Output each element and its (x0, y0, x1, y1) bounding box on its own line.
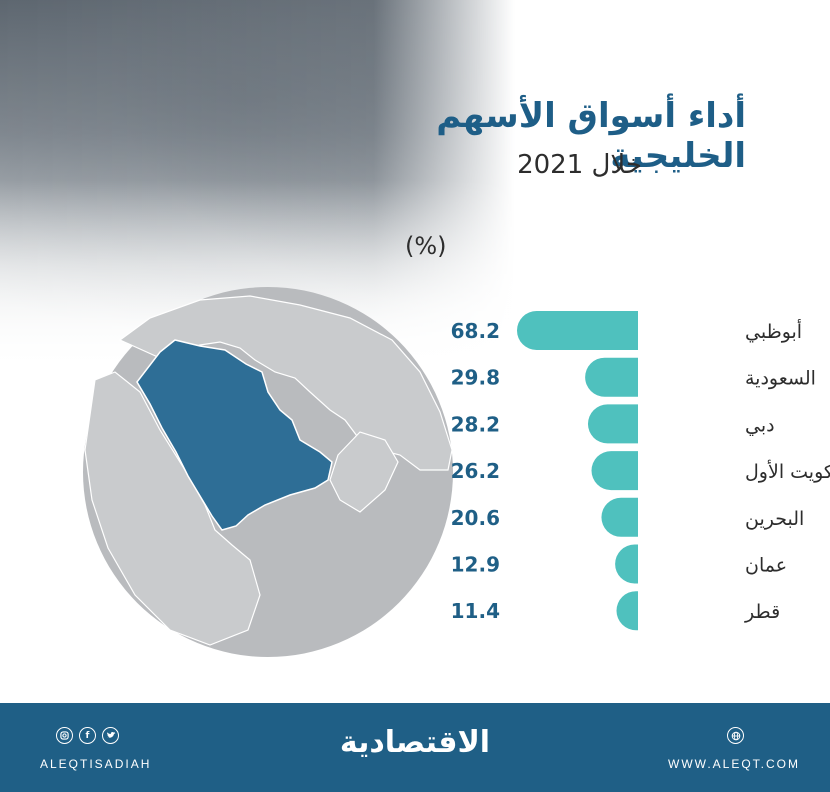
category-label-1: السعودية (745, 368, 816, 390)
website-link[interactable]: WWW.ALEQT.COM (668, 757, 800, 771)
bar-6 (616, 591, 638, 631)
bar-0 (517, 311, 638, 350)
category-label-2: دبي (745, 414, 775, 436)
chart-subtitle: خلال 2021 (517, 150, 642, 180)
map-land-oman (329, 431, 399, 513)
unit-label: (%) (405, 232, 447, 260)
brand-logo: الاقتصادية (339, 725, 491, 760)
saudi-arabia-map (136, 339, 333, 531)
chart-title: أداء أسواق الأسهم الخليجية (436, 96, 746, 176)
map-land-africa (84, 371, 261, 646)
value-label-5: 12.9 (451, 553, 500, 577)
instagram-icon[interactable] (56, 727, 73, 744)
bar-series: 68.2 أبوظبي 29.8 السعودية 28.2 دبي 26.2 الكويت … (451, 311, 830, 631)
value-label-1: 29.8 (451, 366, 500, 390)
web-icon[interactable] (727, 727, 744, 744)
footer-bar: f ALEQTISADIAH الاقتصادية WWW.ALEQT.COM (0, 703, 830, 792)
chart-area: 68.2 أبوظبي 29.8 السعودية 28.2 دبي 26.2 الكويت … (83, 287, 830, 657)
value-label-4: 20.6 (451, 506, 500, 530)
bar-5 (615, 544, 638, 584)
category-label-0: أبوظبي (745, 319, 802, 343)
category-label-3: الكويت الأول (745, 460, 830, 483)
category-label-5: عمان (745, 555, 787, 577)
facebook-icon[interactable]: f (79, 727, 96, 744)
category-label-6: قطر (744, 601, 780, 623)
value-label-6: 11.4 (451, 599, 500, 623)
social-handle: ALEQTISADIAH (40, 757, 152, 771)
category-label-4: البحرين (745, 508, 804, 530)
value-label-2: 28.2 (451, 412, 500, 436)
value-label-3: 26.2 (451, 459, 500, 483)
value-label-0: 68.2 (451, 319, 500, 343)
bar-2 (587, 404, 638, 444)
bar-4 (601, 497, 638, 537)
map-graphic (83, 287, 453, 657)
bar-3 (591, 451, 638, 491)
bar-1 (585, 357, 638, 397)
twitter-icon[interactable] (102, 727, 119, 744)
social-links: f (56, 727, 119, 744)
